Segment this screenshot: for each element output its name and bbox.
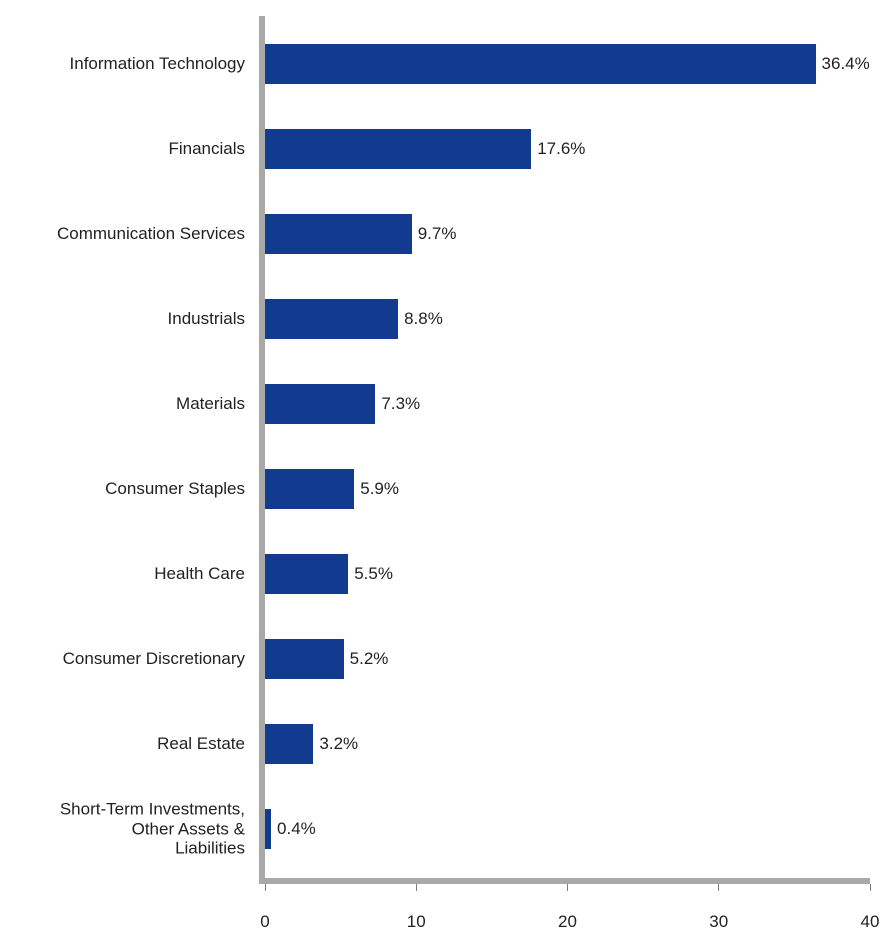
x-tick-label: 10 <box>407 912 426 932</box>
category-label: Communication Services <box>7 224 245 244</box>
bar-value-label: 7.3% <box>381 394 420 414</box>
x-tick-label: 30 <box>709 912 728 932</box>
bar <box>265 384 375 424</box>
bar <box>265 554 348 594</box>
category-label: Real Estate <box>7 734 245 754</box>
bar <box>265 129 531 169</box>
category-label: Financials <box>7 139 245 159</box>
bar-value-label: 0.4% <box>277 819 316 839</box>
x-tick-label: 20 <box>558 912 577 932</box>
category-label: Consumer Discretionary <box>7 649 245 669</box>
x-tick-mark <box>718 884 719 891</box>
category-label: Short-Term Investments, Other Assets & L… <box>7 800 245 859</box>
x-tick-mark <box>870 884 871 891</box>
bar-value-label: 5.2% <box>350 649 389 669</box>
bar <box>265 469 354 509</box>
bar-value-label: 8.8% <box>404 309 443 329</box>
bar <box>265 809 271 849</box>
bar <box>265 724 313 764</box>
sector-bar-chart: 0 10 20 30 40 36.4% Information Technology 17.6… <box>0 0 888 948</box>
bar <box>265 299 398 339</box>
category-label: Health Care <box>7 564 245 584</box>
category-label: Consumer Staples <box>7 479 245 499</box>
bar-value-label: 3.2% <box>319 734 358 754</box>
category-label: Materials <box>7 394 245 414</box>
x-axis-line <box>259 878 870 884</box>
category-label: Industrials <box>7 309 245 329</box>
bar-value-label: 5.9% <box>360 479 399 499</box>
category-label: Information Technology <box>7 54 245 74</box>
bar <box>265 214 412 254</box>
bar-value-label: 9.7% <box>418 224 457 244</box>
x-tick-label: 0 <box>260 912 269 932</box>
x-tick-mark <box>416 884 417 891</box>
x-tick-mark <box>265 884 266 891</box>
bar-value-label: 36.4% <box>822 54 870 74</box>
bar <box>265 44 816 84</box>
bar-value-label: 17.6% <box>537 139 585 159</box>
x-tick-label: 40 <box>861 912 880 932</box>
x-tick-mark <box>567 884 568 891</box>
bar-value-label: 5.5% <box>354 564 393 584</box>
bar <box>265 639 344 679</box>
